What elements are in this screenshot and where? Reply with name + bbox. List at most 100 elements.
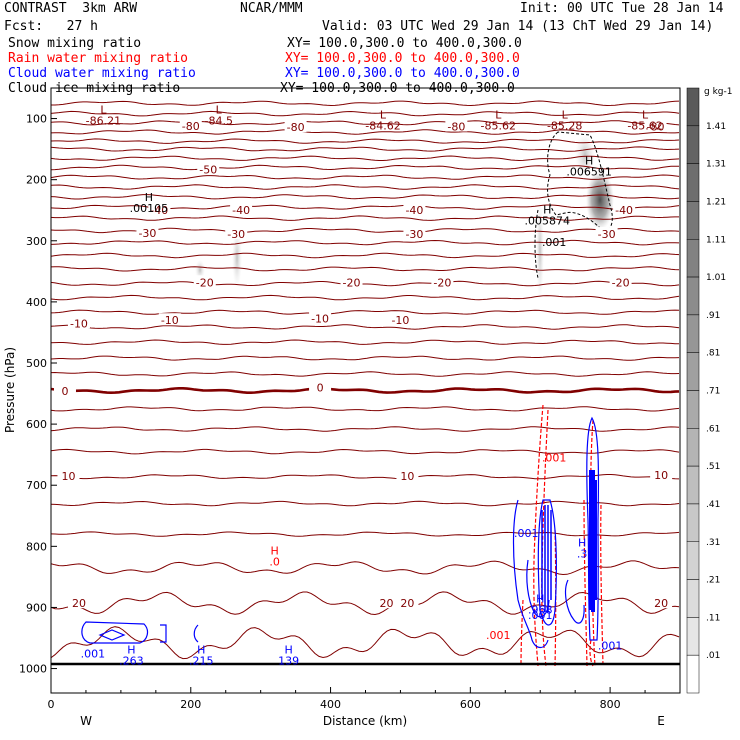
temperature-label-bg [158,313,181,326]
extremum-value: .005874 [524,214,570,227]
temperature-label-bg [644,119,667,132]
extremum-value: .263 [119,654,144,667]
temperature-contour-line [51,100,680,107]
y-tick-label: 600 [26,418,47,431]
valid-time: Valid: 03 UTC Wed 29 Jan 14 (13 ChT Wed … [322,19,714,34]
temperature-contour-line [51,138,680,144]
temperature-contour-line [51,406,680,412]
extremum-letter: L [100,104,107,117]
temperature-contour-line [51,194,680,200]
colorbar-units: g kg-1 [704,87,732,97]
mixing-ratio-label: .001 [542,452,567,465]
extremum-value: .006591 [566,165,612,178]
temperature-label: 0 [61,385,68,398]
colorbar-cell [686,276,700,316]
zero-isotherm-line [51,386,680,395]
east-label: E [657,714,665,728]
extremum-value: -85.28 [547,120,582,133]
temperature-label-bg [403,203,426,216]
temperature-label-bg [595,227,618,240]
x-tick-label: 400 [320,698,341,711]
model-title: CONTRAST 3km ARW [4,1,138,16]
temperature-label: -20 [612,276,630,289]
cloud-ice-contour [534,131,613,279]
extremum-letter: H [127,643,135,656]
temperature-contour-line [51,500,680,507]
ice-shading-blob [195,260,205,280]
colorbar-cell [686,390,700,429]
temperature-contour-line [51,560,680,576]
colorbar-level-label: 1.41 [706,122,726,132]
temperature-label-bg [613,203,636,216]
ice-shading-mid [536,200,544,300]
temperature-contour-line [51,129,680,135]
colorbar-cell [686,541,700,580]
colorbar-cell [686,239,700,278]
colorbar-cell [686,352,700,391]
extremum-value: -84.62 [365,120,400,133]
temperature-contour-line [51,280,680,287]
temperature-label-bg [225,227,248,240]
temperature-label-bg [396,469,419,482]
y-tick-label: 700 [26,479,47,492]
temperature-contour-line [51,355,680,361]
legend-xy-snow: XY= 100.0,300.0 to 400.0,300.0 [287,36,522,51]
temperature-label-bg [53,384,76,397]
temperature-contour-line [51,448,680,455]
extremum-letter: H [197,643,205,656]
temperature-contour-line [51,266,680,272]
extremum-value: -86.21 [86,115,121,128]
temperature-label: -20 [196,276,214,289]
x-axis-title: Distance (km) [323,714,407,728]
colorbar-cell [686,314,700,353]
mixing-ratio-label: .001 [598,639,623,652]
colorbar-cell [686,465,700,505]
y-axis-title: Pressure (hPa) [3,347,17,433]
temperature-label: -50 [199,163,217,176]
temperature-contour-line [51,426,680,432]
temperature-label: -20 [343,276,361,289]
temperature-label: 20 [654,597,668,610]
temperature-label: -20 [433,276,451,289]
organization: NCAR/MMM [240,1,303,16]
colorbar-level-label: .21 [706,576,720,586]
temperature-contour-line [51,174,680,180]
colorbar-level-label: .41 [706,500,720,510]
temperature-label-bg [193,275,216,288]
temperature-label-bg [650,596,673,609]
temperature-label: 20 [72,597,86,610]
temperature-label: -40 [405,204,423,217]
temperature-label: -30 [138,227,156,240]
extremum-letter: L [642,109,649,122]
temperature-contour-line [51,252,680,259]
cloud-water-contours [81,416,600,649]
x-tick-label: 600 [460,698,481,711]
y-tick-label: 300 [26,235,47,248]
temperature-label: -30 [405,228,423,241]
y-tick-label: 900 [26,601,47,614]
colorbar-cell [686,617,700,656]
colorbar-level-label: .91 [706,311,720,321]
extremum-value: 139 [278,654,299,667]
legend-label-rain: Rain water mixing ratio [8,51,189,66]
temperature-contour-line [51,184,680,190]
colorbar-level-label: 1.01 [706,273,726,283]
temperature-label-bg [431,275,454,288]
temperature-label-bg [136,225,159,238]
temperature-label: -80 [287,121,305,134]
temperature-label-bg [389,313,412,326]
temperature-label: 20 [379,597,393,610]
extremum-value: .215 [189,654,214,667]
temperature-label: -10 [311,312,329,325]
temperature-label-bg [340,275,363,288]
temperature-label-bg [309,311,332,324]
temperature-label: -80 [647,121,665,134]
colorbar-cell [686,125,700,164]
extremum-value: -84.5 [204,115,232,128]
temperature-label-bg [309,380,332,393]
y-tick-label: 1000 [19,663,47,676]
colorbar-level-label: .11 [706,613,720,623]
temperature-label-bg [179,118,202,131]
